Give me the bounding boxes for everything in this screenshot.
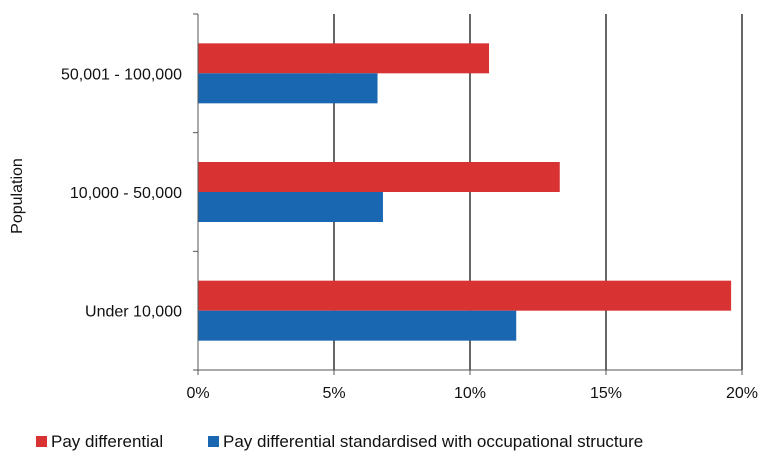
x-tick-labels: 0% 5% 10% 15% 20% [186, 385, 758, 402]
bar-pay-differential-standardised [198, 310, 517, 341]
x-tick-label: 15% [590, 385, 622, 402]
x-tick-label: 10% [454, 385, 486, 402]
legend-label: Pay differential standardised with occup… [223, 432, 643, 451]
y-tick-label: Under 10,000 [85, 304, 182, 321]
bar-pay-differential-standardised [198, 192, 383, 222]
y-axis-title: Population [9, 158, 26, 234]
y-tick-label: 50,001 - 100,000 [61, 66, 182, 83]
bar-pay-differential [198, 43, 490, 74]
x-tick-label: 5% [322, 385, 345, 402]
x-tick-label: 0% [186, 385, 209, 402]
y-tick-label: 10,000 - 50,000 [70, 185, 182, 202]
bar-pay-differential [198, 280, 732, 311]
y-tick-labels: Under 10,000 10,000 - 50,000 50,001 - 100,… [61, 66, 182, 320]
x-tick-label: 20% [726, 385, 758, 402]
bars [198, 43, 732, 341]
legend-swatch [36, 436, 47, 447]
legend-label: Pay differential [51, 432, 163, 451]
legend: Pay differential Pay differential standar… [36, 432, 643, 451]
bar-pay-differential-standardised [198, 73, 378, 104]
bar-pay-differential [198, 162, 560, 192]
axes [193, 13, 743, 375]
legend-swatch [208, 436, 219, 447]
